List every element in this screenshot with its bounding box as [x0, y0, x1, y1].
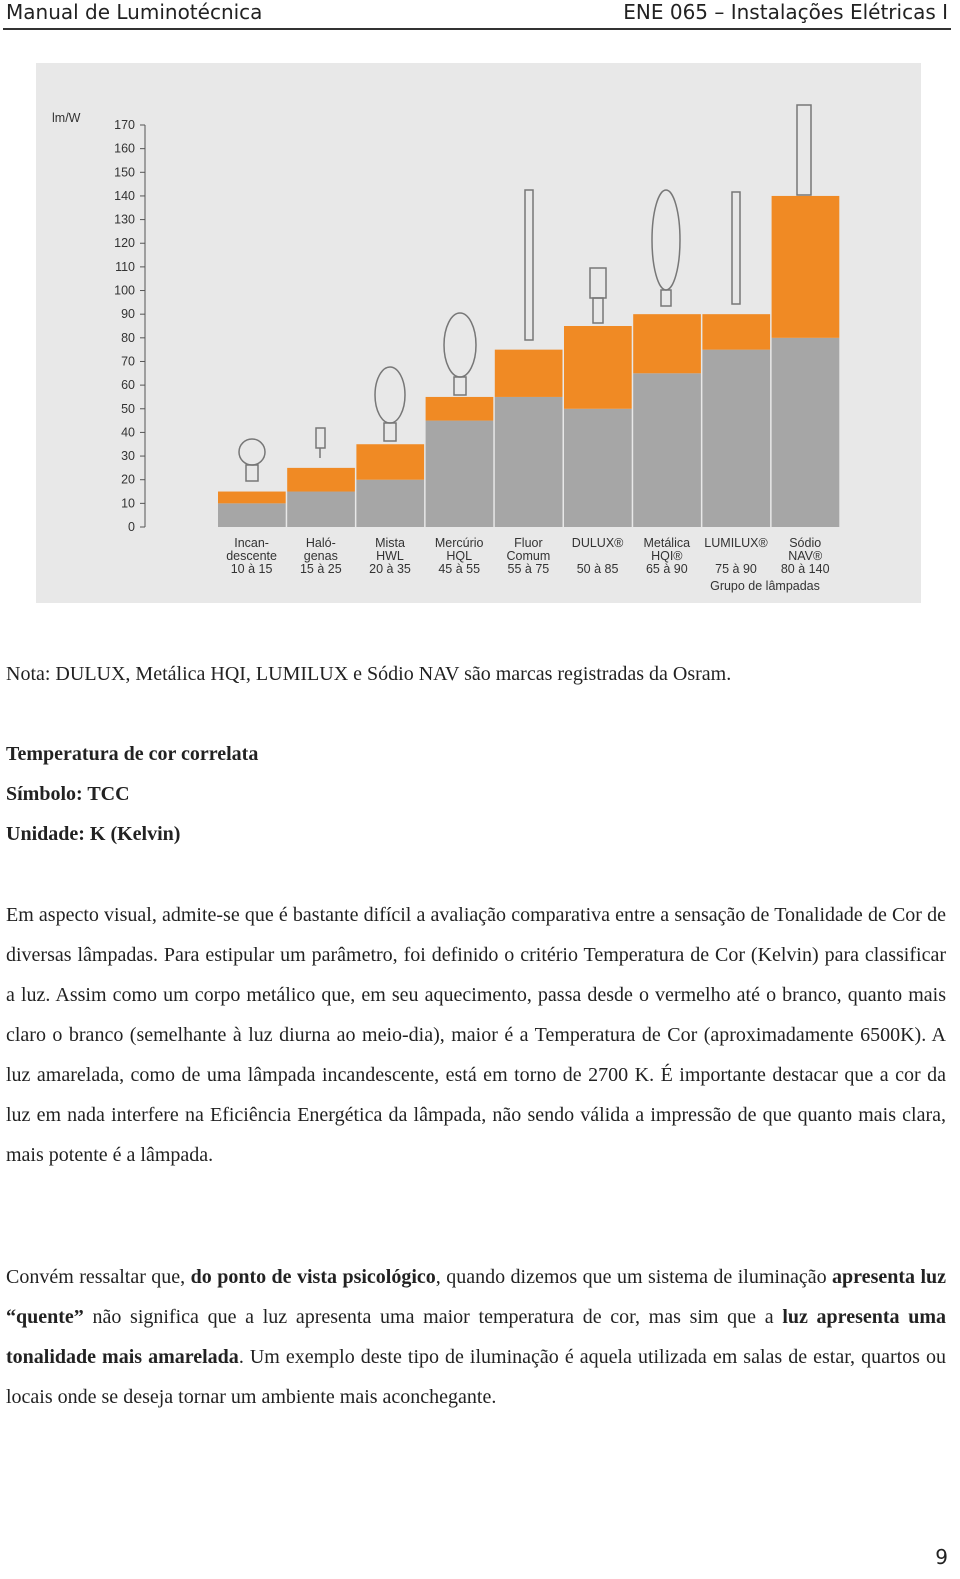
y-tick-label: 70	[121, 354, 135, 368]
y-tick-label: 170	[114, 118, 135, 132]
x-tick-label: Mercúrio	[435, 536, 484, 550]
x-tick-label: Fluor	[514, 536, 542, 550]
y-tick-label: 140	[114, 189, 135, 203]
paragraph: Em aspecto visual, admite-se que é basta…	[6, 895, 946, 1175]
chart: lm/W Grupo de lâmpadas 0 10 20 30 40 50 60 70 80…	[36, 63, 921, 603]
y-tick-label: 90	[121, 307, 135, 321]
bar-high	[633, 314, 701, 374]
bar-low	[633, 373, 701, 527]
bar-low	[771, 337, 840, 527]
bar-high	[425, 396, 494, 421]
range-label: 80 à 140	[781, 562, 830, 576]
text-run: apresenta luz “quente”	[6, 1266, 947, 1328]
y-tick-label: 30	[121, 449, 135, 463]
text-run: Em aspecto visual, admite-se que é basta…	[6, 904, 946, 1166]
y-tick-label: 80	[121, 331, 135, 345]
bar-low	[218, 503, 286, 527]
x-tick-label: HQI®	[651, 549, 683, 563]
x-tick-label: LUMILUX®	[704, 536, 768, 550]
x-tick-label: descente	[226, 549, 277, 563]
y-axis-label: lm/W	[52, 111, 81, 125]
y-tick-label: 130	[114, 213, 135, 227]
x-tick-label: Incan-	[234, 536, 269, 550]
paragraph: Convém ressaltar que, do ponto de vista …	[6, 1257, 946, 1417]
y-tick-label: 10	[121, 496, 135, 510]
y-tick-label: 160	[114, 142, 135, 156]
x-tick-label: DULUX®	[572, 536, 624, 550]
lamp-icons	[238, 104, 812, 482]
header-rule	[3, 28, 951, 30]
y-tick-label: 40	[121, 425, 135, 439]
heading: Temperatura de cor correlata Símbolo: TCC…	[6, 734, 946, 854]
heading-line: Símbolo: TCC	[6, 783, 130, 805]
range-label: 45 à 55	[438, 562, 480, 576]
range-label: 75 à 90	[715, 562, 757, 576]
header-left: Manual de Luminotécnica	[6, 0, 263, 24]
bar-high	[218, 491, 286, 504]
bar-low	[287, 491, 355, 527]
bar-low	[425, 420, 494, 527]
bar-low	[494, 396, 563, 527]
range-label: 55 à 75	[508, 562, 550, 576]
x-tick-label: NAV®	[788, 549, 823, 563]
x-tick-label: Haló-	[306, 536, 336, 550]
x-tick-label: Comum	[507, 549, 551, 563]
bar-high	[356, 444, 425, 480]
range-label: 20 à 35	[369, 562, 411, 576]
bar-high	[564, 326, 632, 409]
x-tick-label: HWL	[376, 549, 404, 563]
y-tick-label: 150	[114, 165, 135, 179]
bar-low	[702, 349, 771, 527]
x-tick-label: Metálica	[644, 536, 691, 550]
bar-high	[771, 195, 840, 338]
bar-high	[702, 314, 771, 350]
y-tick-label: 60	[121, 378, 135, 392]
x-tick-label: HQL	[446, 549, 472, 563]
text-run: . Um exemplo deste tipo de iluminação é …	[6, 1346, 946, 1408]
header-right: ENE 065 – Instalações Elétricas I	[623, 0, 948, 24]
page-number: 9	[935, 1545, 948, 1569]
y-tick-label: 110	[115, 260, 135, 274]
range-label: 65 à 90	[646, 562, 688, 576]
bar-high	[494, 349, 563, 397]
range-label: 10 à 15	[231, 562, 273, 576]
heading-line: Temperatura de cor correlata	[6, 743, 259, 765]
text-run: Convém ressaltar que,	[6, 1266, 191, 1288]
text-run: não significa que a luz apresenta uma ma…	[83, 1306, 783, 1328]
x-tick-label: Mista	[375, 536, 405, 550]
text-run: luz apresenta uma tonalidade mais amarel…	[6, 1306, 946, 1368]
range-label: 50 à 85	[577, 562, 619, 576]
text-run: , quando dizemos que um sistema de ilumi…	[435, 1266, 833, 1288]
x-tick-label: genas	[304, 549, 338, 563]
y-tick-label: 20	[121, 473, 135, 487]
y-tick-label: 0	[128, 520, 135, 534]
note: Nota: DULUX, Metálica HQI, LUMILUX e Sód…	[6, 663, 732, 685]
bar-low	[564, 408, 632, 527]
range-label: 15 à 25	[300, 562, 342, 576]
bar-low	[356, 479, 425, 527]
y-tick-label: 100	[114, 284, 135, 298]
x-axis-label: Grupo de lâmpadas	[710, 579, 820, 593]
x-tick-label: Sódio	[789, 536, 821, 550]
y-tick-label: 120	[114, 236, 135, 250]
y-tick-label: 50	[121, 402, 135, 416]
text-run: do ponto de vista psicológico	[190, 1266, 436, 1288]
bar-high	[287, 467, 355, 492]
heading-line: Unidade: K (Kelvin)	[6, 823, 181, 845]
